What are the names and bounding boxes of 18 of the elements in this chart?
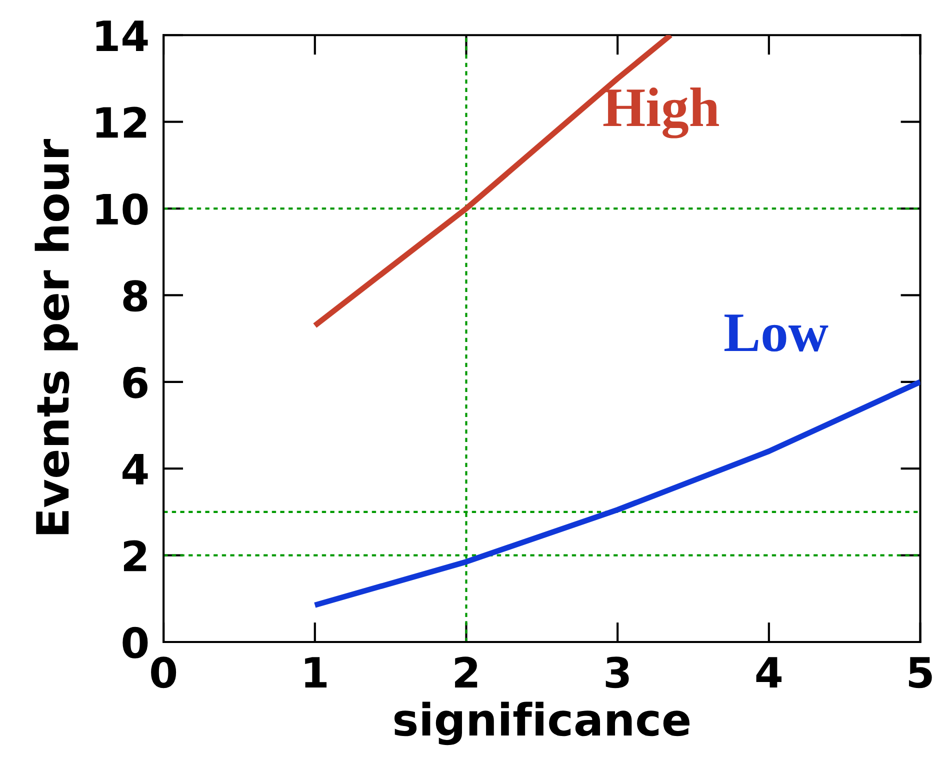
y-axis-title: Events per hour	[34, 139, 78, 534]
x-tick-label: 0	[151, 656, 176, 688]
y-tick-label: 6	[123, 366, 148, 398]
x-tick-label: 2	[455, 656, 478, 688]
x-tick-label: 3	[606, 656, 629, 688]
x-tick-label: 5	[908, 657, 932, 688]
y-tick-label: 0	[122, 626, 148, 658]
x-tick-label: 1	[305, 657, 327, 688]
y-tick-label: 4	[122, 454, 148, 484]
series-label: Low	[724, 314, 828, 352]
y-tick-label: 14	[96, 20, 148, 51]
y-tick-label: 8	[123, 280, 148, 312]
x-tick-label: 4	[756, 657, 782, 688]
series-label: High	[603, 87, 719, 138]
y-tick-label: 2	[124, 540, 146, 572]
y-tick-label: 12	[96, 106, 146, 138]
x-axis-title: significance	[394, 702, 690, 746]
y-tick-label: 10	[96, 193, 148, 225]
